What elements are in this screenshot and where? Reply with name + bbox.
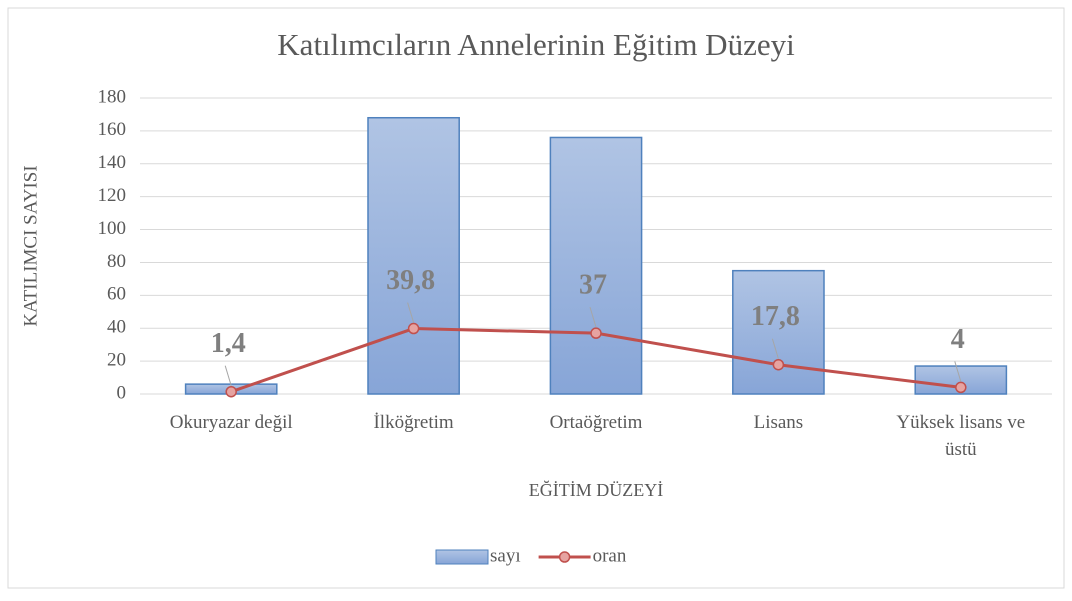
label-leader [954,361,962,382]
y-tick-label: 60 [107,284,126,305]
x-tick-label: İlköğretim [373,412,453,433]
line-marker [955,381,967,394]
chart-border [7,7,1065,589]
data-label: 39,8 [386,265,435,296]
label-leader [224,365,232,386]
label-leader [771,338,779,359]
bar [549,136,643,395]
bar [367,116,460,395]
y-tick-label: 100 [98,218,127,239]
y-tick-label: 120 [98,185,127,206]
y-tick-label: 20 [107,349,126,370]
data-label: 17,8 [751,301,800,332]
legend-swatch [435,549,489,565]
data-label: 4 [951,324,965,355]
x-tick-label: Lisans [754,412,804,433]
data-label: 37 [579,270,607,301]
x-tick-label: Okuryazar değil [170,412,293,433]
line-marker [407,322,420,335]
data-label: 1,4 [211,328,246,359]
y-tick-label: 180 [98,86,127,107]
line-marker [772,358,785,371]
x-axis-title: EĞİTİM DÜZEYİ [529,479,663,500]
legend-label: sayı [490,545,521,566]
y-tick-label: 140 [98,152,127,173]
chart-title: Katılımcıların Annelerinin Eğitim Düzeyi [277,27,795,62]
label-leader [589,307,597,328]
y-tick-label: 40 [107,317,126,338]
line-marker [225,385,237,398]
y-tick-label: 80 [107,251,126,272]
y-tick-label: 160 [98,119,127,140]
x-tick-label: Yüksek lisans ve üstü [896,412,1025,460]
legend-marker [558,551,571,563]
x-tick-label: Ortaöğretim [550,412,643,433]
line-marker [590,327,602,339]
label-leader [407,302,415,323]
bar [732,269,825,395]
y-axis-title: KATILIMCI SAYISI [20,165,41,326]
y-tick-label: 0 [117,382,127,403]
legend-label: oran [593,545,627,566]
